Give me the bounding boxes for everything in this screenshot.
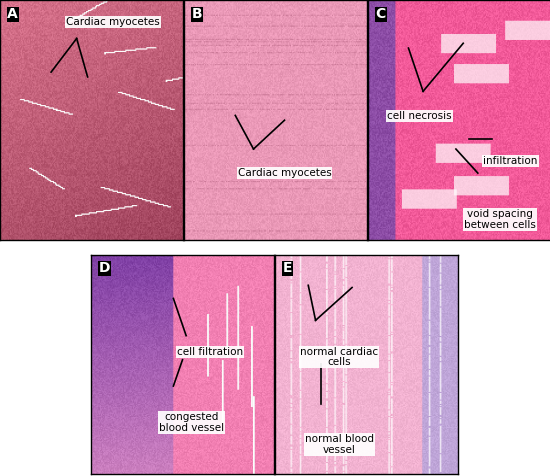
Text: D: D [98, 261, 110, 275]
Text: A: A [7, 7, 18, 21]
Text: normal cardiac
cells: normal cardiac cells [300, 347, 378, 367]
Text: infiltration: infiltration [483, 156, 538, 166]
Text: C: C [376, 7, 386, 21]
Text: cell filtration: cell filtration [177, 347, 243, 357]
Text: normal blood
vessel: normal blood vessel [305, 434, 374, 455]
Text: B: B [191, 7, 202, 21]
Text: void spacing
between cells: void spacing between cells [464, 209, 536, 230]
Text: Cardiac myocetes: Cardiac myocetes [67, 17, 160, 27]
Text: congested
blood vessel: congested blood vessel [159, 412, 224, 433]
Text: E: E [283, 261, 292, 275]
Text: cell necrosis: cell necrosis [387, 110, 452, 120]
Text: Cardiac myocetes: Cardiac myocetes [238, 169, 332, 178]
